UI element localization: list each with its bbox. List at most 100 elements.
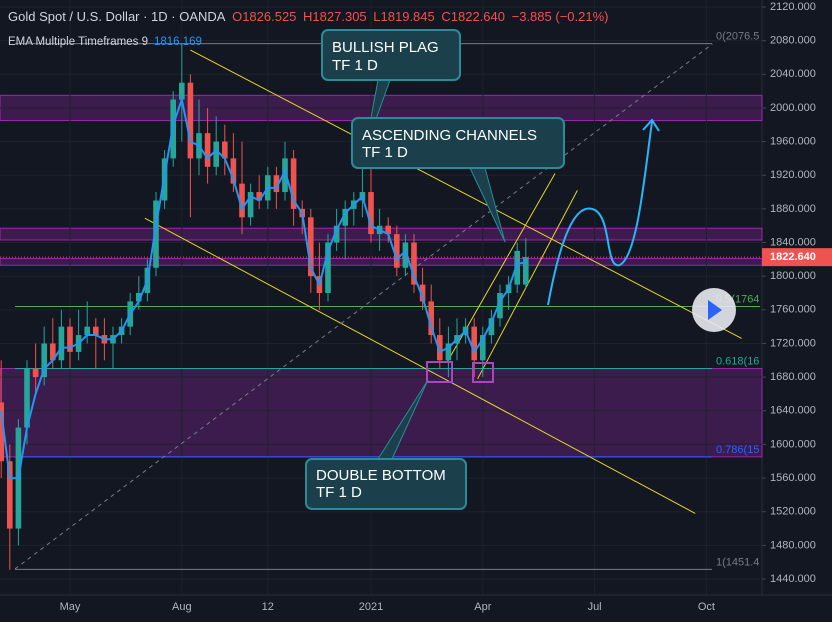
y-tick-label: 1480.000 — [770, 539, 816, 551]
y-tick-label: 1440.000 — [770, 573, 816, 585]
candle-body — [32, 368, 39, 378]
candle-body — [282, 158, 288, 193]
y-tick-label: 1800.000 — [770, 270, 816, 282]
candle-body — [368, 192, 374, 235]
indicator-name: EMA Multiple Timeframes 9 — [8, 36, 148, 48]
candle-body — [7, 461, 13, 529]
y-tick-label: 2080.000 — [770, 35, 816, 47]
y-tick-label: 2000.000 — [770, 102, 816, 114]
candle-body — [480, 335, 486, 361]
y-tick-label: 1880.000 — [770, 203, 816, 215]
candle-body — [437, 335, 443, 361]
y-tick-label: 1560.000 — [770, 472, 816, 484]
y-tick-label: 2040.000 — [770, 68, 816, 80]
fib-label: 1(1451.4 — [716, 556, 759, 568]
callout-box — [321, 29, 461, 81]
candle-body — [187, 82, 194, 159]
candle-body — [471, 326, 477, 361]
candle-body — [394, 234, 400, 268]
candle-body — [50, 343, 56, 361]
candle-body — [24, 368, 30, 428]
symbol: Gold Spot / U.S. Dollar · 1D · OANDA — [8, 9, 226, 24]
candle-body — [230, 158, 237, 184]
candle-body — [256, 192, 262, 201]
candle-body — [342, 208, 348, 226]
bottom-box — [426, 361, 453, 383]
candle-body — [428, 301, 434, 336]
ohlc-open: O1826.525 — [232, 9, 297, 24]
callout-box — [305, 458, 467, 510]
callout-text: TF 1 D — [316, 484, 362, 501]
candle-body — [153, 200, 159, 268]
ohlc-high: H1827.305 — [303, 9, 367, 24]
ohlc-close: C1822.640 — [441, 9, 505, 24]
projection-curve — [547, 121, 653, 306]
trend-line — [14, 43, 713, 570]
callout-box — [351, 117, 565, 169]
callout-text: TF 1 D — [362, 144, 408, 161]
candle-body — [273, 175, 280, 193]
candle-body — [497, 292, 503, 319]
y-tick-label: 2120.000 — [770, 1, 816, 13]
candle-body — [179, 82, 185, 100]
y-tick-label: 1920.000 — [770, 169, 816, 181]
candle-body — [204, 133, 211, 167]
candle-body — [419, 284, 426, 302]
y-tick-label: 1640.000 — [770, 405, 816, 417]
candle-body — [385, 225, 391, 235]
fib-label: 0.786(15 — [716, 444, 759, 456]
candle-body — [402, 242, 409, 268]
candle-body — [333, 225, 340, 243]
x-tick-label: Apr — [474, 601, 491, 613]
candle-body — [308, 217, 314, 277]
x-tick-label: May — [60, 601, 81, 613]
zone — [0, 258, 763, 266]
candle-body — [514, 250, 520, 285]
callout-text: DOUBLE BOTTOM — [316, 467, 446, 484]
last-price-tag — [762, 248, 832, 267]
y-tick-label: 1600.000 — [770, 438, 816, 450]
y-tick-label: 1840.000 — [770, 236, 816, 248]
candle-body — [325, 242, 331, 293]
last-price-label: 1822.640 — [770, 251, 816, 263]
candle-body — [41, 343, 47, 378]
fib-label: 0(2076.5 — [716, 30, 759, 42]
x-tick-label: Aug — [172, 601, 192, 613]
candle-body — [523, 257, 529, 285]
candle-body — [411, 242, 417, 285]
fib-label: 0.618(16 — [716, 355, 759, 367]
symbol-header: Gold Spot / U.S. Dollar · 1D · OANDA O18… — [8, 9, 611, 24]
x-tick-label: 12 — [262, 601, 274, 613]
callout-text: TF 1 D — [332, 57, 378, 74]
y-tick-label: 1520.000 — [770, 506, 816, 518]
candle-body — [67, 326, 73, 352]
callout-pointer — [469, 167, 506, 243]
candle-body — [58, 326, 65, 361]
candle-body — [84, 326, 90, 336]
y-tick-label: 1720.000 — [770, 337, 816, 349]
candle-body — [93, 326, 99, 336]
candle-body — [222, 141, 228, 159]
candle-body — [488, 318, 495, 336]
candle-body — [0, 402, 4, 462]
indicator-value: 1816.169 — [153, 36, 202, 48]
zone — [0, 368, 763, 458]
x-tick-label: Oct — [698, 601, 715, 613]
y-tick-label: 1680.000 — [770, 371, 816, 383]
callout-text: ASCENDING CHANNELS — [362, 127, 537, 144]
y-tick-label: 1760.000 — [770, 304, 816, 316]
bottom-box — [472, 362, 494, 383]
ohlc-low: L1819.845 — [373, 9, 435, 24]
candle-body — [290, 158, 297, 209]
callout-pointer — [377, 379, 429, 460]
y-tick-label: 1960.000 — [770, 135, 816, 147]
projection-arrow — [642, 118, 660, 132]
play-icon[interactable] — [708, 300, 722, 320]
change: −3.885 (−0.21%) — [511, 9, 609, 24]
candle-body — [445, 343, 452, 361]
candle-body — [136, 292, 142, 302]
indicator-legend: EMA Multiple Timeframes 9 1816.169 — [8, 36, 202, 48]
x-tick-label: 2021 — [359, 601, 383, 613]
